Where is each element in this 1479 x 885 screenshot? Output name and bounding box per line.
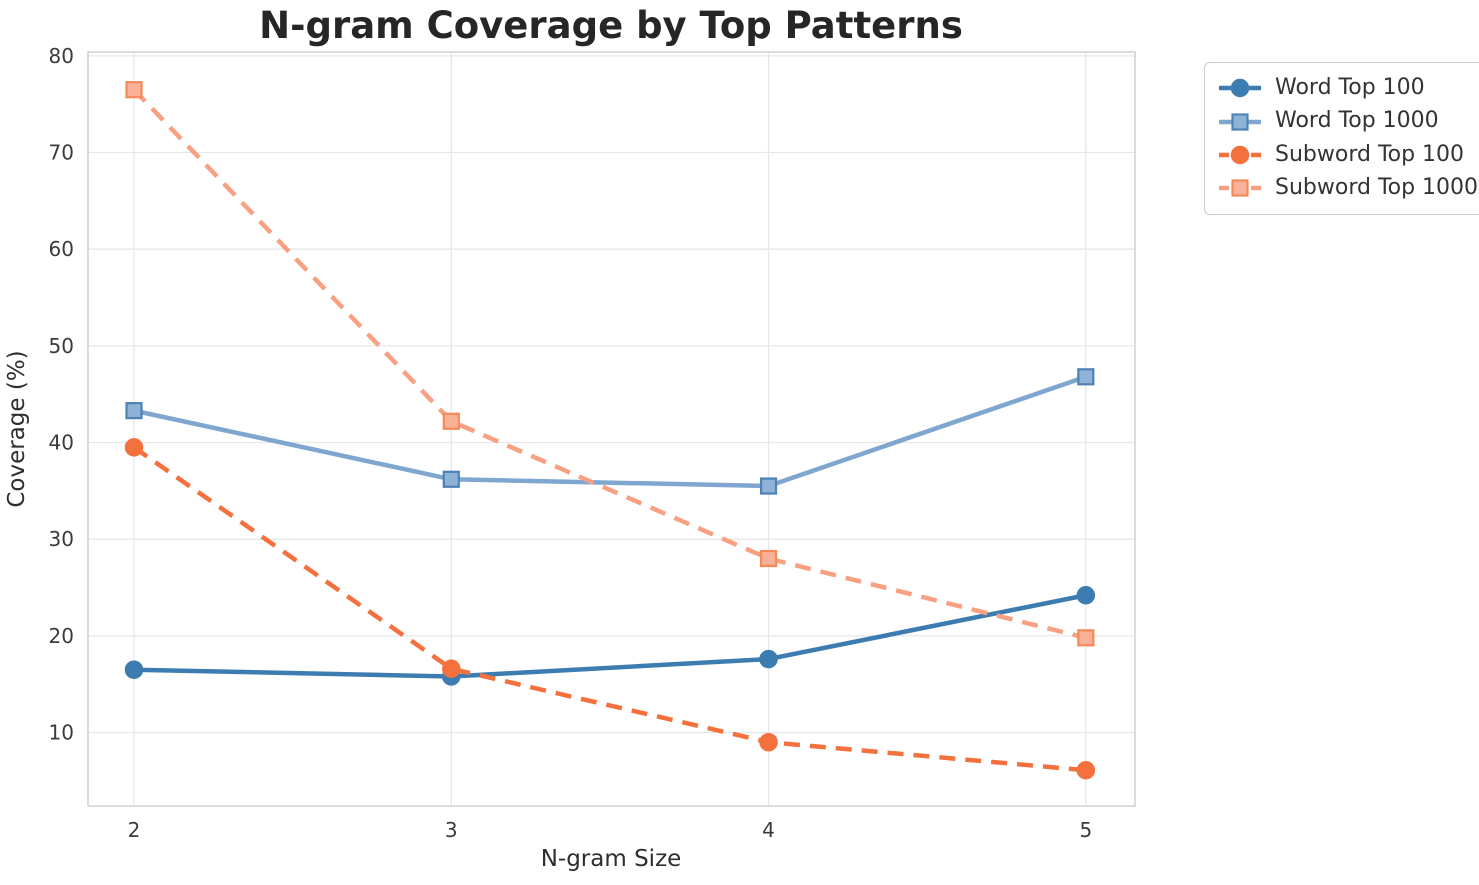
legend-marker-square-icon	[1219, 112, 1261, 131]
legend-circle-marker	[1230, 145, 1250, 165]
data-series	[124, 81, 1096, 780]
data-point-circle	[124, 438, 144, 457]
tick-labels: 10 20 30 40 50 60 70 80 2 3 4 5	[49, 44, 1093, 842]
y-tick-label: 70	[49, 141, 74, 165]
data-point-square	[1077, 368, 1095, 386]
data-point-circle	[124, 660, 144, 679]
series-line-word-top-1000	[133, 374, 1087, 489]
legend-item-subword-top-100: Subword Top 100	[1217, 142, 1478, 168]
data-point-square	[125, 402, 143, 420]
data-point-circle	[1076, 586, 1096, 605]
legend-marker-circle-icon	[1219, 78, 1261, 98]
legend-item-subword-top-1000: Subword Top 1000	[1217, 175, 1478, 201]
y-tick-label: 30	[49, 527, 74, 551]
series-line-subword-top-1000	[132, 88, 1087, 640]
data-point-circle	[759, 732, 778, 752]
plot-border	[87, 51, 1136, 807]
series-line-subword-top-100	[132, 445, 1087, 773]
y-axis-label: Coverage (%)	[4, 350, 30, 507]
x-axis-label: N-gram Size	[541, 846, 682, 872]
data-point-square	[1077, 629, 1095, 647]
chart-title: N-gram Coverage by Top Patterns	[259, 4, 963, 47]
gridlines	[88, 52, 1135, 806]
legend-marker-square-icon	[1219, 179, 1261, 197]
data-point-circle	[759, 649, 778, 669]
series-line-word-top-100	[133, 593, 1087, 679]
y-tick-label: 40	[49, 431, 74, 455]
data-point-circle	[442, 659, 461, 678]
legend-item-word-top-100: Word Top 100	[1217, 75, 1478, 101]
x-tick-label: 4	[762, 818, 775, 842]
legend-label: Word Top 1000	[1275, 108, 1439, 134]
legend: Word Top 100 Word Top 1000 Subword Top 100…	[1204, 62, 1479, 215]
legend-square-marker	[1231, 179, 1249, 197]
data-point-circle	[1076, 760, 1096, 780]
x-tick-label: 5	[1079, 818, 1092, 842]
x-tick-label: 3	[445, 818, 458, 842]
y-tick-label: 60	[49, 237, 74, 261]
data-point-square	[759, 549, 778, 568]
legend-label: Word Top 100	[1275, 75, 1425, 100]
legend-label: Subword Top 100	[1275, 141, 1465, 167]
legend-circle-marker	[1230, 78, 1250, 98]
y-tick-label: 80	[49, 44, 74, 68]
legend-square-marker	[1231, 112, 1249, 131]
y-tick-label: 10	[49, 721, 74, 745]
legend-label: Subword Top 1000	[1275, 175, 1479, 201]
data-point-square	[759, 477, 778, 495]
data-point-square	[442, 470, 460, 488]
y-tick-label: 20	[49, 624, 74, 648]
x-tick-label: 2	[128, 818, 141, 842]
legend-item-word-top-1000: Word Top 1000	[1217, 108, 1478, 134]
data-point-square	[125, 81, 143, 99]
legend-marker-circle-icon	[1219, 145, 1261, 165]
data-point-square	[442, 412, 460, 430]
y-tick-label: 50	[49, 334, 74, 358]
